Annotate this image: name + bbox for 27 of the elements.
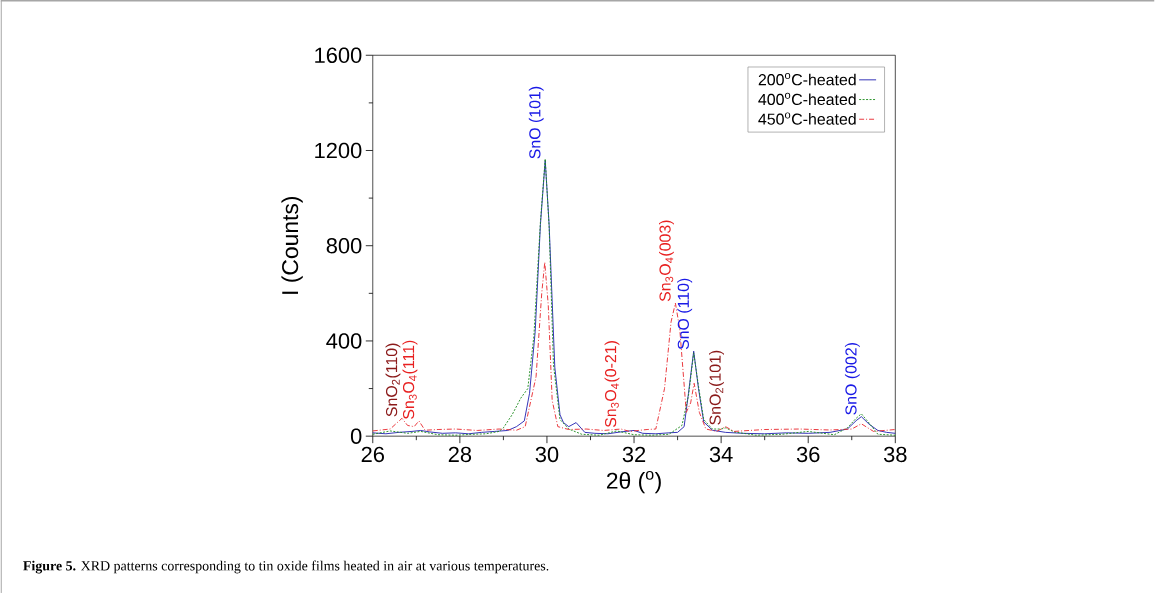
- annotation: SnO$_{2}$(110): [385, 343, 401, 417]
- x-tick-label: 30: [535, 446, 559, 462]
- y-tick-label: 1200: [315, 142, 362, 159]
- y-axis-title: I (Counts): [281, 196, 303, 294]
- y-tick-label: 1600: [315, 47, 362, 63]
- legend-label: 400$^{o}$C-heated: [758, 92, 856, 105]
- y-tick-label: 0: [350, 428, 362, 444]
- y-tick-label: 800: [326, 237, 362, 254]
- x-tick-label: 28: [448, 446, 472, 462]
- text: Figure 5. XRD patterns corresponding to tin oxide films heated in air at various temperatures.: [23, 560, 549, 574]
- annotation: Sn$_{3}$O$_{4}$(111): [402, 340, 418, 419]
- annotation: SnO (110): [677, 278, 693, 350]
- line-series: [372, 261, 896, 432]
- legend-label: 450$^{o}$C-heated: [758, 112, 856, 125]
- x-axis-title: 2θ ($^{o}$): [606, 470, 661, 494]
- x-tick-label: 34: [709, 446, 733, 462]
- annotation: SnO (002): [844, 342, 860, 415]
- annotation: Sn$_{3}$O$_{4}$(003): [659, 220, 674, 301]
- annotation: SnO (101): [528, 86, 544, 159]
- x-tick-label: 36: [796, 446, 820, 462]
- x-tick-label: 38: [883, 446, 907, 462]
- annotation: SnO$_{2}$(101): [709, 350, 724, 425]
- annotation: Sn$_{3}$O$_{4}$(0-21): [604, 340, 620, 427]
- y-tick-label: 400: [326, 332, 362, 349]
- legend-label: 200$^{o}$C-heated: [758, 72, 856, 86]
- x-tick-label: 26: [361, 446, 384, 462]
- x-tick-label: 32: [622, 446, 646, 462]
